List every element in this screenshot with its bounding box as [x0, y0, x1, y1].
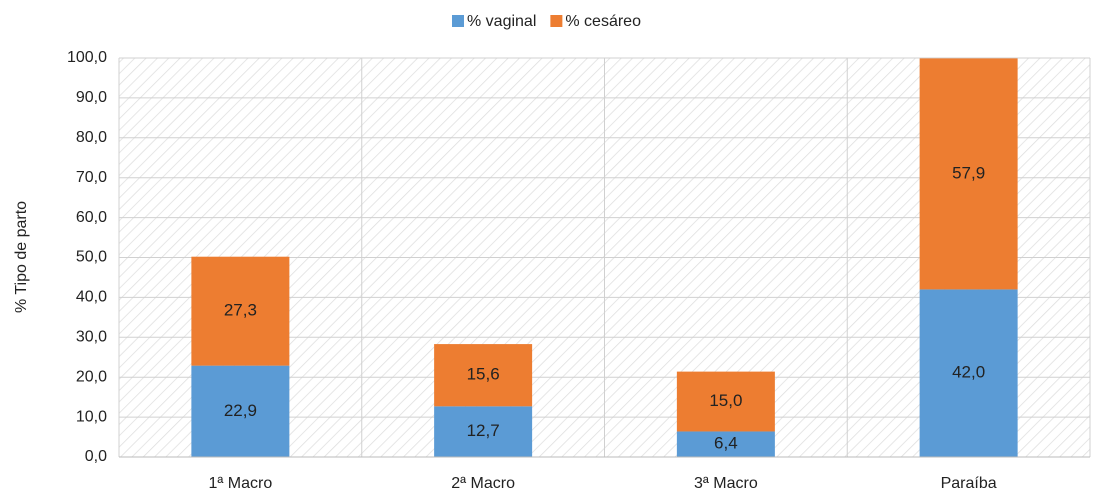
- data-label: 42,0: [952, 363, 985, 382]
- data-label: 15,0: [709, 391, 742, 410]
- data-label: 15,6: [467, 365, 500, 384]
- bar-segment: [676, 431, 775, 457]
- bar-segment: [191, 365, 290, 457]
- y-tick-label: 0,0: [85, 448, 107, 465]
- legend-swatch: [550, 15, 563, 27]
- legend-swatch: [452, 15, 464, 27]
- x-tick-label: 3ª Macro: [694, 475, 758, 492]
- y-tick-label: 80,0: [76, 129, 107, 146]
- x-tick-label: Paraíba: [941, 475, 997, 492]
- y-tick-label: 90,0: [76, 89, 107, 106]
- x-tick-label: 2ª Macro: [451, 475, 515, 492]
- y-tick-label: 100,0: [67, 49, 107, 66]
- y-tick-label: 60,0: [76, 209, 107, 226]
- data-label: 6,4: [714, 434, 738, 453]
- legend-label: % cesáreo: [565, 13, 641, 30]
- bar-segment: [919, 58, 1018, 290]
- bar-segment: [919, 289, 1018, 457]
- bar-segment: [676, 371, 775, 432]
- data-label: 22,9: [224, 401, 257, 420]
- data-label: 57,9: [952, 163, 985, 182]
- y-tick-label: 10,0: [76, 408, 107, 425]
- y-axis-label: % Tipo de parto: [13, 201, 30, 313]
- y-tick-label: 30,0: [76, 329, 107, 346]
- y-tick-label: 40,0: [76, 289, 107, 306]
- bar-segment: [434, 344, 533, 407]
- legend-label: % vaginal: [467, 13, 536, 30]
- y-tick-label: 50,0: [76, 249, 107, 266]
- bar-segment: [191, 256, 290, 366]
- bar-segment: [434, 406, 533, 457]
- y-tick-label: 70,0: [76, 169, 107, 186]
- data-label: 12,7: [467, 421, 500, 440]
- y-tick-label: 20,0: [76, 368, 107, 385]
- x-tick-label: 1ª Macro: [209, 475, 273, 492]
- data-label: 27,3: [224, 301, 257, 320]
